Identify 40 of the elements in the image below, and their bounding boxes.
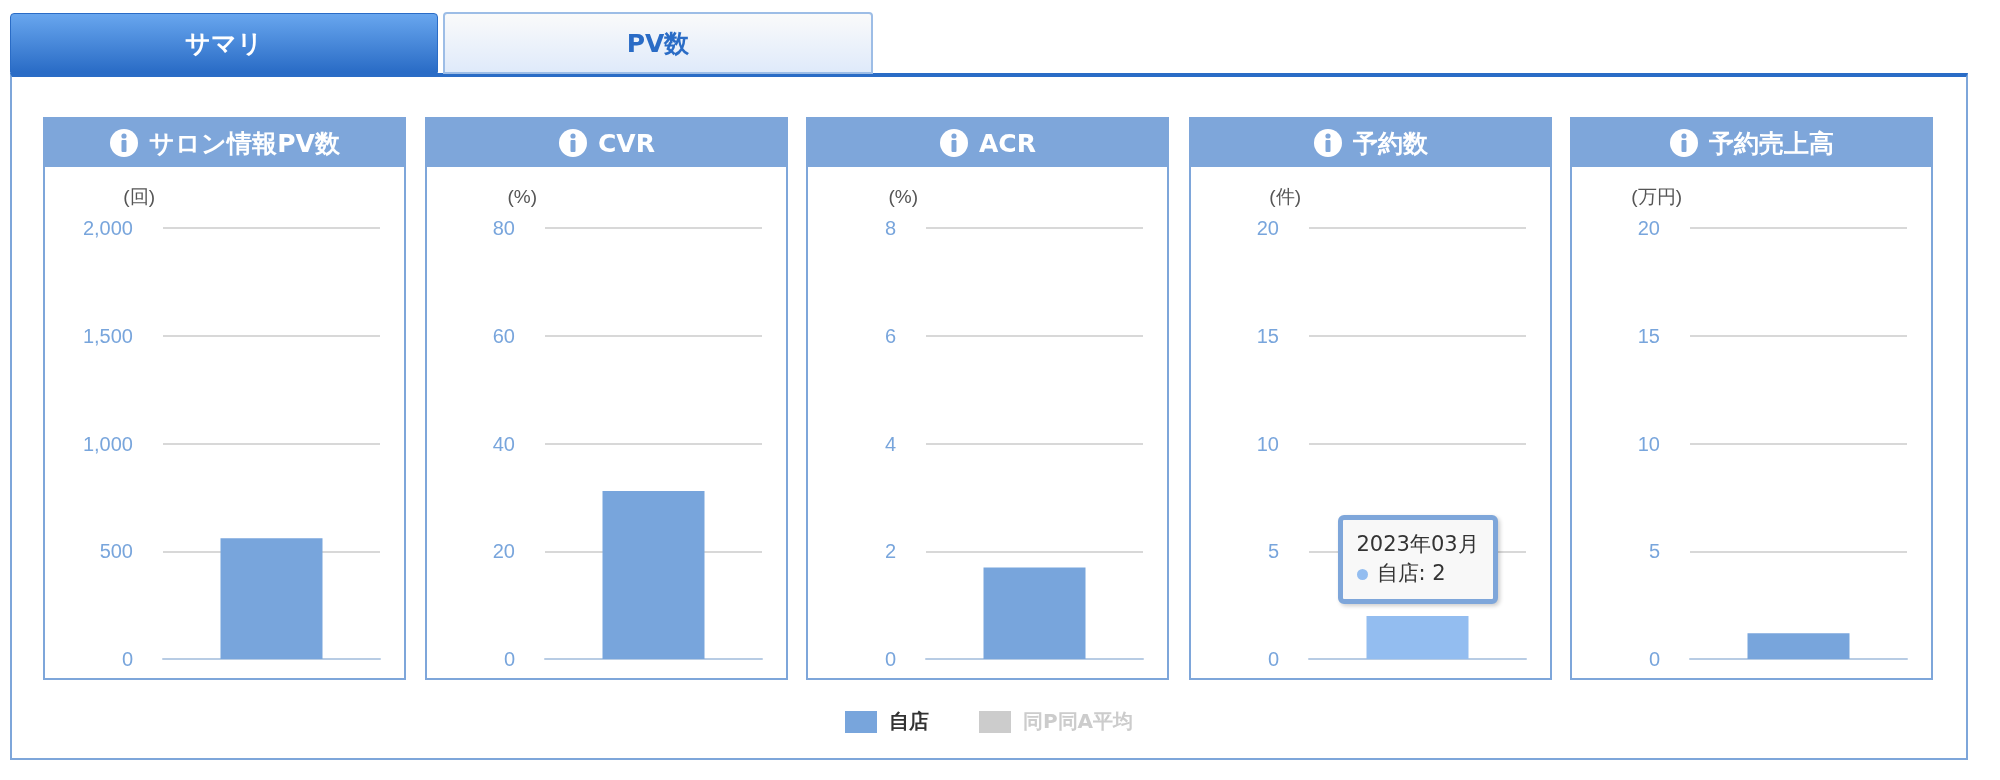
y-axis-title: (万円) xyxy=(1631,186,1682,207)
y-tick-label: 40 xyxy=(492,432,515,455)
chart-title: 予約数 xyxy=(1353,127,1428,160)
y-axis-title: (%) xyxy=(507,186,537,207)
y-tick-label: 5 xyxy=(1648,540,1660,563)
y-axis-title: (回) xyxy=(123,186,155,207)
y-axis-title: (%) xyxy=(888,186,918,207)
y-tick-label: 20 xyxy=(492,540,515,563)
text: PV数 xyxy=(443,12,873,74)
y-tick-label: 80 xyxy=(492,217,515,239)
y-tick-label: 6 xyxy=(884,324,896,347)
y-axis-title: (件) xyxy=(1269,186,1301,207)
chart-title: 予約売上高 xyxy=(1709,127,1834,160)
y-tick-label: 0 xyxy=(1267,648,1279,670)
y-tick-label: 5 xyxy=(1267,540,1279,563)
y-tick-label: 15 xyxy=(1637,324,1660,347)
legend-label: 自店 xyxy=(888,708,929,735)
y-tick-label: 1,500 xyxy=(82,324,133,347)
y-tick-label: 0 xyxy=(884,648,896,670)
text: サマリ xyxy=(10,13,438,73)
y-tick-label: 500 xyxy=(99,540,133,563)
annotation: 2023年03月 xyxy=(1356,531,1479,556)
y-tick-label: 15 xyxy=(1256,324,1279,347)
y-tick-label: 1,000 xyxy=(82,432,133,455)
y-tick-label: 8 xyxy=(884,217,896,239)
y-tick-label: 4 xyxy=(884,432,896,455)
y-tick-label: 20 xyxy=(1256,217,1279,239)
y-tick-label: 20 xyxy=(1637,217,1660,239)
chart-title: CVR xyxy=(598,128,655,158)
y-tick-label: 10 xyxy=(1637,432,1660,455)
y-tick-label: 0 xyxy=(1648,648,1660,670)
annotation: 自店: 2 xyxy=(1376,561,1446,586)
y-tick-label: 60 xyxy=(492,324,515,347)
chart-title: ACR xyxy=(979,128,1036,158)
chart-title: サロン情報PV数 xyxy=(149,127,340,160)
y-tick-label: 2 xyxy=(884,540,896,563)
y-tick-label: 0 xyxy=(503,648,515,670)
y-tick-label: 2,000 xyxy=(82,217,133,239)
y-tick-label: 0 xyxy=(121,648,133,670)
y-tick-label: 10 xyxy=(1256,432,1279,455)
